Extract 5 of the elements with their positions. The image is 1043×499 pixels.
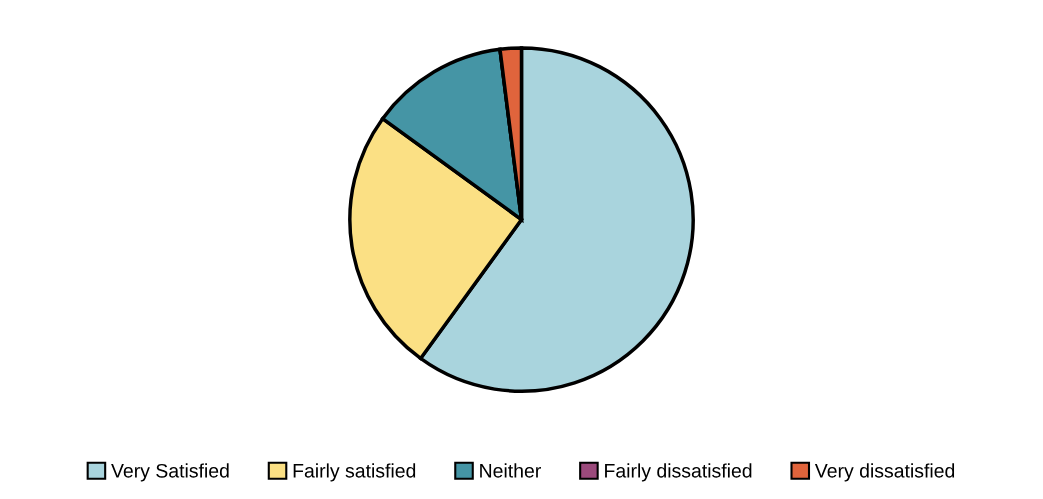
legend-label: Fairly dissatisfied	[605, 463, 752, 482]
legend-label: Neither	[480, 463, 541, 478]
legend-label: Fairly satisfied	[293, 463, 416, 482]
legend-label: Very Satisfied	[111, 463, 229, 482]
legend-label: Very dissatisfied	[814, 463, 955, 482]
